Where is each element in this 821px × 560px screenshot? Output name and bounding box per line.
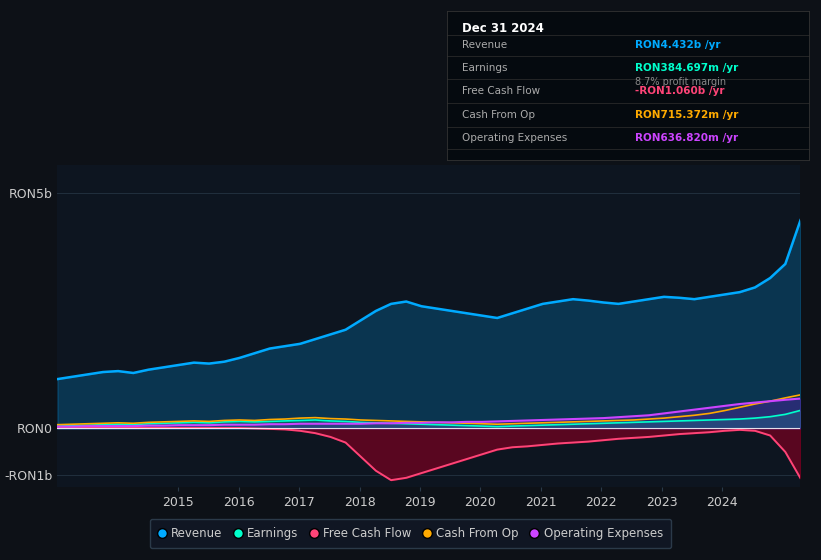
Text: RON4.432b /yr: RON4.432b /yr bbox=[635, 40, 721, 50]
Text: RON384.697m /yr: RON384.697m /yr bbox=[635, 63, 739, 73]
Text: Revenue: Revenue bbox=[462, 40, 507, 50]
Text: 8.7% profit margin: 8.7% profit margin bbox=[635, 77, 727, 87]
Text: -RON1.060b /yr: -RON1.060b /yr bbox=[635, 86, 725, 96]
Text: RON715.372m /yr: RON715.372m /yr bbox=[635, 110, 739, 120]
Text: Cash From Op: Cash From Op bbox=[462, 110, 535, 120]
Text: Operating Expenses: Operating Expenses bbox=[462, 133, 567, 143]
Text: Earnings: Earnings bbox=[462, 63, 507, 73]
Text: Dec 31 2024: Dec 31 2024 bbox=[462, 22, 544, 35]
Text: RON636.820m /yr: RON636.820m /yr bbox=[635, 133, 738, 143]
Text: Free Cash Flow: Free Cash Flow bbox=[462, 86, 540, 96]
Legend: Revenue, Earnings, Free Cash Flow, Cash From Op, Operating Expenses: Revenue, Earnings, Free Cash Flow, Cash … bbox=[149, 519, 672, 548]
